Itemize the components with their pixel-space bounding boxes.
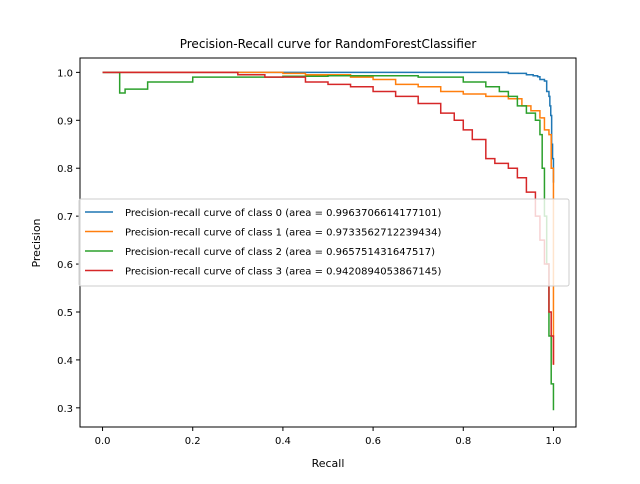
legend: Precision-recall curve of class 0 (area …: [78, 198, 570, 287]
y-tick-label: 1.0: [57, 68, 73, 79]
legend-label-class-3: Precision-recall curve of class 3 (area …: [125, 267, 441, 278]
chart-title: Precision-Recall curve for RandomForestC…: [180, 37, 477, 51]
legend-label-class-1: Precision-recall curve of class 1 (area …: [125, 228, 441, 239]
x-tick-label: 0.4: [275, 436, 291, 447]
y-tick-label: 0.7: [57, 212, 73, 223]
y-tick-label: 0.5: [57, 308, 73, 319]
x-axis-label: Recall: [312, 457, 345, 470]
legend-box: [78, 198, 570, 287]
y-tick-label: 0.9: [57, 116, 73, 127]
series-line-class-0: [102, 71, 555, 183]
y-tick-label: 0.6: [57, 260, 73, 271]
y-axis-label: Precision: [30, 218, 43, 267]
x-tick-label: 0.2: [185, 436, 201, 447]
x-tick-label: 1.0: [546, 436, 562, 447]
x-tick-label: 0.8: [455, 436, 471, 447]
y-tick-label: 0.3: [57, 404, 73, 415]
x-tick-label: 0.6: [365, 436, 381, 447]
x-axis-ticks: 0.0 0.2 0.4 0.6 0.8 1.0: [95, 427, 562, 447]
y-tick-label: 0.4: [57, 356, 73, 367]
y-axis-ticks: 0.3 0.4 0.5 0.6 0.7 0.8 0.9 1.0: [57, 68, 80, 415]
legend-label-class-0: Precision-recall curve of class 0 (area …: [125, 208, 441, 219]
x-tick-label: 0.0: [95, 436, 111, 447]
y-tick-label: 0.8: [57, 164, 73, 175]
legend-label-class-2: Precision-recall curve of class 2 (area …: [125, 247, 435, 258]
series-line-class-1: [102, 71, 555, 365]
